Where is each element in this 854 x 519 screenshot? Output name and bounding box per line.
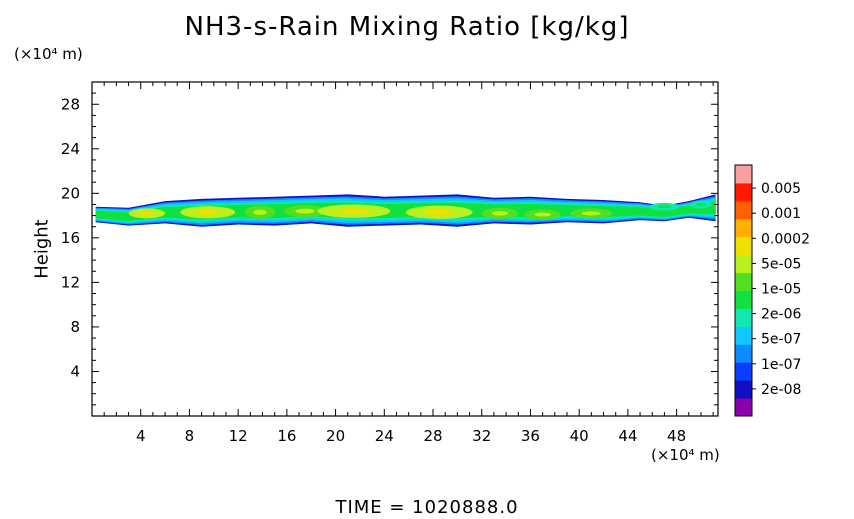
y-tick-label: 16	[61, 229, 80, 247]
colorbar-swatch	[735, 200, 752, 220]
x-tick-label: 20	[326, 427, 345, 445]
x-axis-unit: (×10⁴ m)	[651, 446, 720, 464]
time-footer: TIME = 1020888.0	[335, 497, 519, 518]
colorbar-swatch	[735, 182, 752, 202]
x-tick-label: 16	[277, 427, 296, 445]
colorbar-label: 2e-06	[761, 307, 801, 323]
colorbar-swatch	[735, 398, 752, 417]
colorbar-label: 5e-07	[761, 332, 801, 348]
colorbar: 0.005 0.001 0.0002 5e-05 1e-05 2e-06 5e-07 1e-0…	[734, 164, 810, 417]
x-tick-label: 36	[521, 427, 540, 445]
x-tick-label: 48	[667, 427, 686, 445]
y-tick-label: 12	[61, 273, 80, 291]
colorbar-swatch	[735, 308, 752, 327]
x-tick-label: 8	[185, 427, 195, 445]
colorbar-swatch	[735, 326, 752, 345]
band-core-peak	[295, 208, 315, 214]
colorbar-swatch	[735, 362, 752, 381]
y-tick-label: 8	[70, 318, 80, 336]
x-tick-label: 28	[423, 427, 442, 445]
band-core-peak	[337, 208, 371, 214]
y-tick-label: 28	[61, 95, 80, 113]
colorbar-label: 1e-05	[761, 282, 801, 298]
band-core-peak	[657, 205, 672, 209]
colorbar-swatch	[735, 165, 752, 184]
colorbar-label: 2e-08	[761, 382, 801, 398]
y-axis-unit: (×10⁴ m)	[14, 45, 83, 63]
x-tick-label: 32	[472, 427, 491, 445]
x-tick-label: 24	[375, 427, 394, 445]
colorbar-swatch	[735, 236, 752, 256]
band-core-peak	[424, 209, 455, 215]
heatmap-field	[95, 194, 716, 227]
colorbar-swatch	[735, 272, 752, 291]
colorbar-swatch	[735, 290, 752, 309]
colorbar-swatch	[735, 344, 752, 363]
colorbar-swatch	[735, 380, 752, 399]
y-tick-label: 24	[61, 140, 80, 158]
y-tick-label: 20	[61, 184, 80, 202]
colorbar-label: 0.005	[761, 181, 801, 197]
colorbar-label: 0.001	[761, 206, 801, 222]
colorbar-label: 0.0002	[761, 231, 810, 247]
band-core-peak	[534, 212, 551, 217]
plot-frame	[91, 81, 719, 417]
y-tick-label: 4	[70, 362, 80, 380]
band-core-peak	[696, 202, 706, 207]
x-tick-label: 40	[570, 427, 589, 445]
chart-title: NH3-s-Rain Mixing Ratio [kg/kg]	[184, 12, 630, 42]
colorbar-swatch	[735, 218, 752, 238]
x-tick-label: 4	[136, 427, 146, 445]
band-core-peak	[195, 209, 221, 215]
band-core-peak	[581, 211, 601, 216]
colorbar-label: 5e-05	[761, 256, 801, 272]
colorbar-label: 1e-07	[761, 357, 801, 373]
band-core-peak	[138, 211, 156, 216]
band-core-peak	[491, 211, 509, 216]
colorbar-swatch	[735, 254, 752, 274]
band-core-peak	[253, 209, 267, 215]
x-tick-label: 12	[229, 427, 248, 445]
x-tick-label: 44	[618, 427, 637, 445]
colorbar-frame	[734, 164, 753, 417]
